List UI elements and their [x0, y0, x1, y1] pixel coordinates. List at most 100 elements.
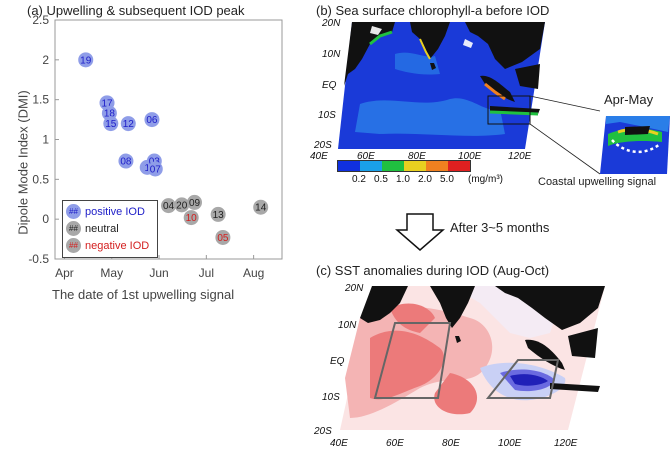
point-label: 12 — [123, 119, 135, 130]
sst-land-africa-arabia — [360, 286, 408, 323]
point-label: 10 — [186, 213, 198, 224]
data-point-07: 07 — [147, 161, 163, 177]
chl-patch-south — [355, 98, 505, 136]
colorbar-tick-2: 1.0 — [396, 174, 410, 185]
data-point-04: 04 — [161, 198, 176, 214]
x-tick-label: Jun — [149, 266, 168, 280]
chl-land-seasia — [465, 22, 545, 69]
y-tick-label: 0.5 — [32, 172, 49, 186]
point-label: 15 — [105, 119, 117, 130]
legend-item-neutral: ## neutral — [66, 221, 119, 236]
point-label: 18 — [104, 109, 116, 120]
chl-land-sumatra — [480, 75, 515, 102]
point-marker — [187, 194, 203, 210]
sst-lon-100e: 100E — [498, 438, 522, 449]
chl-coast-india — [419, 38, 431, 60]
sst-land-srilanka — [455, 336, 461, 343]
point-label: 13 — [213, 210, 225, 221]
sst-land-java — [550, 383, 600, 392]
y-tick-label: 2 — [42, 53, 49, 67]
point-label: 1 — [144, 163, 150, 174]
point-marker — [161, 198, 176, 214]
sst-box-west — [373, 322, 452, 399]
down-arrow-icon — [395, 213, 445, 251]
colorbar-seg-4 — [426, 161, 448, 171]
legend-marker-neutral: ## — [66, 221, 81, 236]
data-point-05: 05 — [215, 229, 231, 245]
x-tick-label: Apr — [55, 266, 74, 280]
y-tick-label: 0 — [42, 212, 49, 226]
colorbar-seg-1 — [360, 161, 382, 171]
chl-land-srilanka — [430, 63, 436, 70]
point-marker — [103, 116, 119, 132]
colorbar-unit: (mg/m³) — [468, 174, 503, 185]
chl-land-africa — [344, 22, 395, 86]
sst-lat-20s: 20S — [313, 426, 332, 437]
inset-upwelling-outline — [611, 139, 661, 153]
data-point-12: 12 — [120, 116, 136, 132]
y-axis-label: Dipole Mode Index (DMI) — [15, 90, 31, 235]
data-point-15: 15 — [103, 116, 119, 132]
colorbar-tick-1: 0.5 — [374, 174, 388, 185]
sst-land-borneo — [568, 328, 598, 358]
point-label: 07 — [150, 164, 162, 175]
legend-marker-negative: ## — [66, 238, 81, 253]
chl-cloud-2 — [463, 39, 473, 48]
sst-lon-120e: 120E — [554, 438, 578, 449]
y-tick-label: 1 — [42, 133, 49, 147]
point-marker — [144, 112, 160, 128]
legend-label-positive: positive IOD — [85, 205, 145, 218]
chl-coast-java — [489, 110, 539, 116]
sst-warm-4 — [390, 303, 435, 333]
colorbar-tick-0: 0.2 — [352, 174, 366, 185]
data-point-14: 14 — [253, 199, 269, 215]
point-marker — [78, 52, 94, 68]
arrow-text: After 3~5 months — [450, 220, 550, 235]
legend-label-neutral: neutral — [85, 222, 119, 235]
sst-lon-40e: 40E — [330, 438, 348, 449]
y-tick-label: 1.5 — [32, 93, 49, 107]
chl-lat-20n: 20N — [321, 18, 341, 29]
sst-lon-60e: 60E — [386, 438, 404, 449]
chl-lon-40e: 40E — [310, 151, 328, 162]
point-marker — [253, 199, 269, 215]
colorbar-seg-3 — [404, 161, 426, 171]
legend-item-positive: ## positive IOD — [66, 204, 145, 219]
inset-shelf — [606, 116, 670, 132]
zoom-line-bottom — [529, 123, 601, 175]
point-label: 06 — [146, 115, 158, 126]
chl-land-india — [410, 22, 450, 59]
sst-lat-eq: EQ — [330, 356, 345, 367]
chl-lon-100e: 100E — [458, 151, 482, 162]
x-tick-label: May — [100, 266, 123, 280]
legend-item-negative: ## negative IOD — [66, 238, 149, 253]
point-label: 14 — [255, 203, 267, 214]
chl-lon-120e: 120E — [508, 151, 532, 162]
colorbar-seg-2 — [382, 161, 404, 171]
point-label: 17 — [101, 98, 113, 109]
y-tick-label: 2.5 — [32, 13, 49, 27]
sst-box-east — [485, 359, 560, 399]
chl-zoom-box — [487, 95, 531, 125]
inset-title: Apr-May — [604, 92, 654, 107]
data-point-06: 06 — [144, 112, 160, 128]
panel-c-title: (c) SST anomalies during IOD (Aug-Oct) — [316, 263, 550, 278]
point-label: 19 — [80, 55, 92, 66]
point-marker — [147, 161, 163, 177]
sst-warm-3 — [434, 373, 478, 415]
inset-caption: Coastal upwelling signal — [538, 176, 657, 188]
zoom-line-top — [529, 95, 601, 112]
panel-b-title: (b) Sea surface chlorophyll-a before IOD — [316, 3, 550, 18]
chl-lat-20s: 20S — [313, 140, 332, 151]
data-point-09: 09 — [187, 194, 203, 210]
chl-lon-60e: 60E — [357, 151, 375, 162]
sst-anomaly-map: 20N 10N EQ 10S 20S 40E 60E 80E 100E 120E — [313, 283, 605, 449]
sst-land-india — [430, 286, 475, 328]
sst-lon-80e: 80E — [442, 438, 460, 449]
dmi-scatter-chart: -0.5 0 0.5 1 1.5 2 2.5 Apr May Jun Jul Aug 19 171815… — [28, 13, 283, 280]
point-label: 04 — [163, 201, 175, 212]
sst-land-seasia — [495, 286, 605, 330]
point-marker — [210, 206, 226, 222]
chl-coast-sumatra — [484, 82, 506, 101]
chl-lat-10s: 10S — [318, 110, 336, 121]
